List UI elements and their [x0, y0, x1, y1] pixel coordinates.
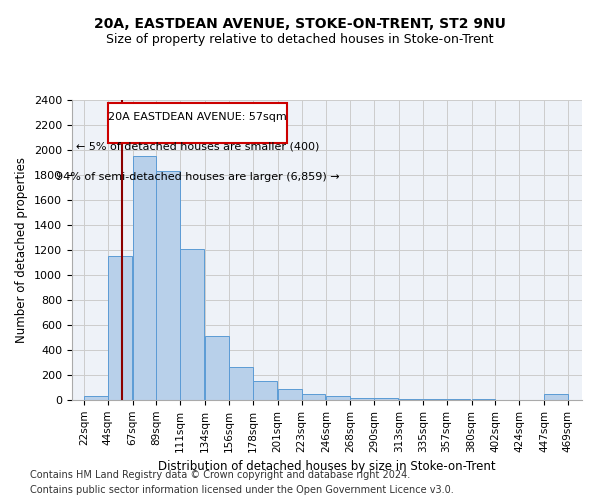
Bar — [302, 394, 325, 400]
Bar — [399, 399, 423, 400]
Text: 94% of semi-detached houses are larger (6,859) →: 94% of semi-detached houses are larger (… — [56, 172, 340, 181]
Y-axis label: Number of detached properties: Number of detached properties — [16, 157, 28, 343]
Bar — [253, 381, 277, 400]
Bar — [84, 396, 108, 400]
Bar — [374, 398, 398, 400]
Bar — [229, 367, 253, 400]
Bar — [446, 399, 470, 400]
Bar — [278, 389, 302, 400]
X-axis label: Distribution of detached houses by size in Stoke-on-Trent: Distribution of detached houses by size … — [158, 460, 496, 473]
Bar — [326, 396, 350, 400]
Text: Size of property relative to detached houses in Stoke-on-Trent: Size of property relative to detached ho… — [106, 32, 494, 46]
Bar — [157, 171, 180, 400]
Bar — [423, 399, 446, 400]
Text: 20A, EASTDEAN AVENUE, STOKE-ON-TRENT, ST2 9NU: 20A, EASTDEAN AVENUE, STOKE-ON-TRENT, ST… — [94, 18, 506, 32]
Bar — [180, 248, 204, 400]
Text: 20A EASTDEAN AVENUE: 57sqm: 20A EASTDEAN AVENUE: 57sqm — [108, 112, 287, 122]
Bar — [544, 394, 568, 400]
Text: Contains HM Land Registry data © Crown copyright and database right 2024.: Contains HM Land Registry data © Crown c… — [30, 470, 410, 480]
Bar — [108, 256, 131, 400]
FancyBboxPatch shape — [108, 102, 287, 142]
Bar — [133, 156, 157, 400]
Text: Contains public sector information licensed under the Open Government Licence v3: Contains public sector information licen… — [30, 485, 454, 495]
Bar — [350, 398, 374, 400]
Bar — [205, 336, 229, 400]
Text: ← 5% of detached houses are smaller (400): ← 5% of detached houses are smaller (400… — [76, 142, 319, 152]
